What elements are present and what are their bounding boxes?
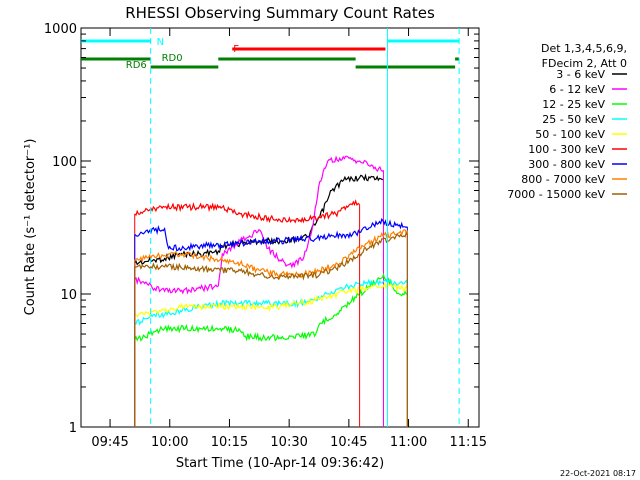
legend-item: 100 - 300 keV <box>528 143 605 156</box>
x-axis-label: Start Time (10-Apr-14 09:36:42) <box>176 456 384 471</box>
legend-item: 7000 - 15000 keV <box>507 188 605 201</box>
vlines-layer <box>150 28 460 427</box>
ticks-layer: 09:45 10:00 10:15 10:30 10:45 11:00 11:15 1 10 10… <box>44 22 487 450</box>
legend-item: 800 - 7000 keV <box>521 173 605 186</box>
x-tick-label: 10:00 <box>151 435 188 450</box>
x-tick-label: 10:45 <box>330 435 367 450</box>
series-layer <box>134 155 408 427</box>
y-tick-label: 100 <box>52 155 77 170</box>
legend-item: 3 - 6 keV <box>556 68 605 81</box>
state-bar-label: F <box>233 44 239 55</box>
bars-layer: N F RD0 RD6 <box>81 37 460 71</box>
y-tick-label: 10 <box>60 288 77 303</box>
footer-date: 22-Oct-2021 08:17 <box>560 469 636 478</box>
y-tick-label: 1000 <box>44 22 77 37</box>
legend-item: 6 - 12 keV <box>549 83 605 96</box>
x-tick-label: 09:45 <box>91 435 128 450</box>
legend-item: 50 - 100 keV <box>535 128 605 141</box>
state-bar-label: N <box>157 37 164 48</box>
legend-item: 300 - 800 keV <box>528 158 605 171</box>
x-tick-label: 11:15 <box>450 435 487 450</box>
x-tick-label: 10:30 <box>270 435 307 450</box>
x-tick-label: 11:00 <box>390 435 427 450</box>
series-line <box>134 155 384 295</box>
legend-header: Det 1,3,4,5,6,9, <box>541 42 627 55</box>
legend-item: 12 - 25 keV <box>542 98 605 111</box>
state-bar-label: RD6 <box>126 60 147 71</box>
series-line <box>134 229 408 279</box>
legend: Det 1,3,4,5,6,9, FDecim 2, Att 03 - 6 keV… <box>507 42 627 201</box>
series-line <box>134 231 408 281</box>
series-line <box>134 217 408 252</box>
series-line <box>134 199 360 224</box>
chart-title: RHESSI Observing Summary Count Rates <box>125 4 435 22</box>
series-line <box>134 272 408 342</box>
state-bar-label: RD0 <box>162 53 183 64</box>
x-tick-label: 10:15 <box>211 435 248 450</box>
series-line <box>134 281 408 318</box>
y-axis-label: Count Rate (s⁻¹ detector⁻¹) <box>23 139 38 316</box>
legend-header: FDecim 2, Att 0 <box>542 57 627 70</box>
series-line <box>134 278 408 326</box>
plot-frame <box>80 27 480 428</box>
legend-item: 25 - 50 keV <box>542 113 605 126</box>
y-tick-label: 1 <box>69 421 77 436</box>
